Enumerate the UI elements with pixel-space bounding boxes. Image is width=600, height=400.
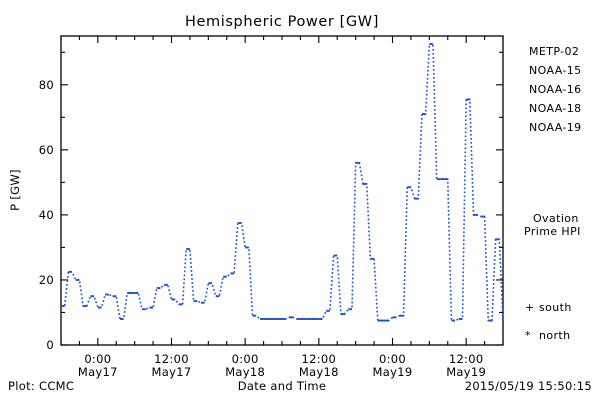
legend-satellite-metp-02: METP-02: [529, 45, 579, 58]
x-tick-label-time: 12:00: [449, 352, 484, 366]
y-tick-label: 20: [39, 273, 54, 287]
legend-satellite-noaa-15: NOAA-15: [529, 64, 582, 77]
x-tick-label-time: 0:00: [232, 352, 259, 366]
y-tick-label: 40: [39, 208, 54, 222]
footer-timestamp: 2015/05/19 15:50:15: [465, 379, 592, 393]
x-axis-ticks: [60, 36, 504, 345]
legend-satellite-noaa-18: NOAA-18: [529, 102, 582, 115]
legend-satellite-noaa-16: NOAA-16: [529, 83, 582, 96]
series-path-ovation-prime-hpi: [61, 43, 504, 322]
footer-plot-source: Plot: CCMC: [8, 379, 74, 393]
x-tick-label-time: 12:00: [154, 352, 189, 366]
x-axis-tick-labels: 0:00May1712:00May170:00May1812:00May180:…: [78, 352, 486, 379]
data-series-group: [61, 43, 504, 322]
x-tick-label-date: May17: [152, 365, 192, 379]
satellite-legend: METP-02 NOAA-15 NOAA-16 NOAA-18 NOAA-19: [529, 45, 582, 134]
x-tick-label-date: May17: [78, 365, 118, 379]
y-tick-label: 60: [39, 143, 54, 157]
x-tick-label-date: May19: [446, 365, 486, 379]
x-axis-title: Date and Time: [238, 379, 326, 393]
y-tick-label: 80: [39, 78, 54, 92]
x-tick-label-date: May18: [299, 365, 339, 379]
ovation-legend: Ovation Prime HPI: [524, 212, 581, 238]
y-axis-title: P [GW]: [8, 169, 22, 211]
x-tick-label-time: 0:00: [379, 352, 406, 366]
legend-marker-symbol-south: +: [525, 301, 535, 314]
legend-marker-label-south: south: [539, 301, 572, 314]
y-tick-label: 0: [46, 338, 54, 352]
legend-satellite-noaa-19: NOAA-19: [529, 121, 582, 134]
y-axis-ticks: [61, 51, 503, 346]
legend-marker-label-north: north: [539, 329, 571, 342]
plot-frame: [60, 35, 504, 346]
chart-title: Hemispheric Power [GW]: [185, 14, 379, 30]
marker-legend: + south * north: [525, 301, 572, 342]
y-axis-tick-labels: 0 20 40 60 80: [39, 78, 54, 352]
legend-marker-symbol-north: *: [525, 329, 531, 342]
x-tick-label-time: 12:00: [302, 352, 337, 366]
ovation-legend-label-line2: Prime HPI: [524, 225, 581, 238]
x-tick-label-date: May18: [225, 365, 265, 379]
ovation-legend-label-line1: Ovation: [533, 212, 579, 225]
x-tick-label-time: 0:00: [84, 352, 111, 366]
x-tick-label-date: May19: [373, 365, 413, 379]
